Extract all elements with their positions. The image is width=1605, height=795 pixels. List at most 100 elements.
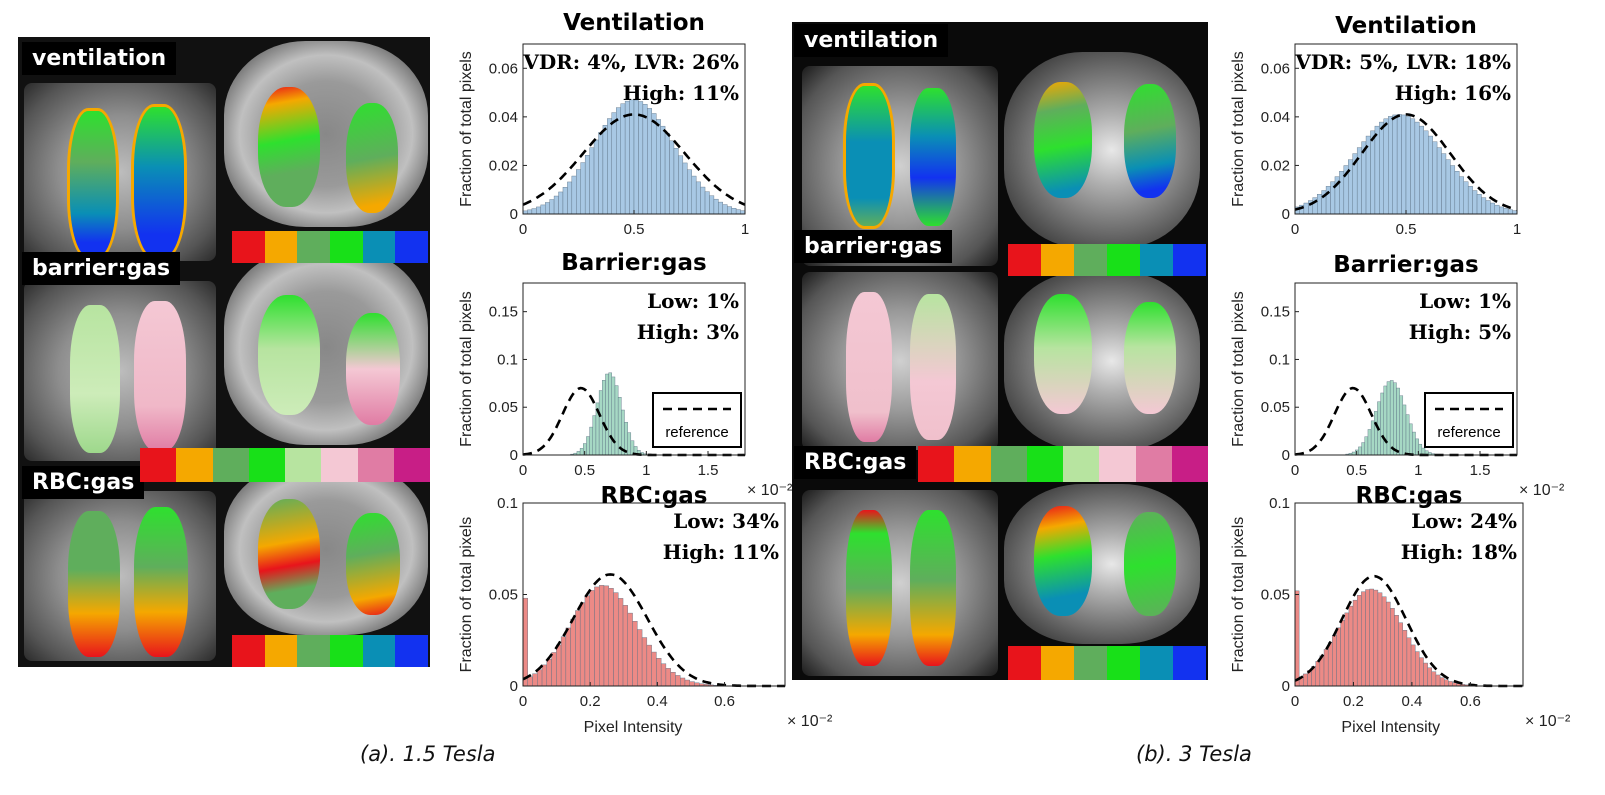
x-tick-label: 0.6 — [714, 693, 735, 710]
histogram-bar — [1361, 591, 1366, 687]
image-label-barrier-a: barrier:gas — [22, 252, 181, 285]
histogram-bar — [1348, 605, 1354, 687]
histogram-bar — [1399, 395, 1404, 456]
colorbar-swatch — [954, 446, 991, 482]
colorbar-swatch — [1099, 446, 1136, 482]
histogram-bar — [553, 195, 559, 215]
histogram-bar — [1392, 114, 1398, 215]
y-tick-label: 0 — [510, 206, 518, 223]
stat-annotation: VDR: 5%, LVR: 18% — [1294, 50, 1511, 74]
colorbar-swatch — [393, 448, 430, 482]
histogram-bar — [531, 208, 537, 215]
histogram-bar — [1386, 381, 1391, 456]
histogram-bar — [1485, 200, 1491, 215]
stat-annotation: Low: 34% — [673, 509, 779, 533]
colorbar-swatch — [297, 231, 331, 263]
x-exponent: × 10⁻² — [1519, 482, 1565, 499]
histogram-bar — [532, 673, 538, 687]
axial-lung-left-barrier-b — [1034, 294, 1092, 414]
histogram-bar — [624, 100, 630, 215]
histogram-bar — [537, 669, 543, 687]
histogram-bar — [660, 663, 667, 687]
histogram-bar — [1476, 194, 1482, 215]
colorbar-swatch — [264, 231, 298, 263]
plot-frame — [1294, 282, 1518, 456]
histogram-bar — [1427, 135, 1433, 215]
y-tick-label: 0.1 — [497, 495, 518, 512]
axial-lung-right-b — [1124, 84, 1176, 198]
histogram-bar — [632, 621, 638, 687]
caption-panel-b: (b). 3 Tesla — [1136, 742, 1252, 766]
histogram-bar — [1367, 429, 1372, 456]
x-tick-label: 0 — [519, 462, 527, 479]
histogram-bar — [1503, 208, 1509, 215]
histogram-bar — [1383, 118, 1389, 215]
histogram-bar — [1396, 114, 1402, 215]
colorbar-swatch — [1140, 646, 1173, 680]
image-label-ventilation-b: ventilation — [794, 24, 949, 57]
colorbar-swatch — [395, 231, 429, 263]
histogram-bar — [1365, 589, 1370, 687]
histogram-bar — [682, 162, 688, 215]
histogram-bar — [1512, 210, 1518, 215]
histogram-bar — [629, 99, 635, 215]
histogram-bar — [603, 585, 609, 687]
histogram-bar — [1327, 642, 1333, 687]
histogram-bar — [1436, 147, 1442, 215]
x-tick-label: 0 — [519, 221, 527, 238]
legend-box — [1424, 392, 1514, 448]
colorbar-swatch — [285, 448, 322, 482]
x-tick-label: 1 — [642, 462, 650, 479]
colorbar-swatch — [1041, 646, 1074, 680]
y-tick-label: 0.05 — [1261, 587, 1290, 604]
histogram-bar — [1454, 171, 1460, 215]
colorbar-6-ventilation-b — [1008, 244, 1206, 276]
histogram-bar — [622, 605, 629, 687]
stat-annotation: High: 16% — [1395, 81, 1511, 105]
histogram-bar — [575, 610, 581, 687]
chart-title: Barrier:gas — [1333, 252, 1478, 278]
colorbar-swatch — [1140, 244, 1173, 276]
x-tick-label: 0.5 — [624, 221, 645, 238]
histogram-bar — [576, 451, 581, 456]
histogram-bar — [1444, 679, 1449, 687]
chart-b-ventilation: 0 0.5 1 0 0.02 0.04 0.06 Ventilation VDR: 5%, LV… — [1230, 13, 1521, 238]
axial-lung-left — [258, 87, 320, 207]
axial-lung-right-barrier-b — [1124, 302, 1176, 414]
histogram-bar — [605, 373, 609, 456]
stat-annotation: Low: 1% — [1419, 289, 1511, 313]
coronal-lung-right-barrier — [134, 301, 186, 451]
histogram-bar — [1396, 387, 1400, 456]
chart-title: Ventilation — [1335, 13, 1477, 39]
axial-lung-left-rbc — [258, 499, 320, 609]
histogram-bar — [700, 186, 706, 215]
x-tick-label: 1.5 — [1470, 462, 1491, 479]
histogram-bar — [1389, 380, 1394, 456]
colorbar-6-rbc-b — [1008, 646, 1206, 680]
x-tick-label: 0.2 — [580, 693, 601, 710]
stat-annotation: Low: 24% — [1411, 509, 1517, 533]
histogram-bar — [673, 148, 679, 215]
plot-frame — [522, 282, 746, 456]
x-tick-label: 0.6 — [1460, 693, 1481, 710]
y-tick-label: 0.05 — [489, 399, 518, 416]
y-tick-label: 0.1 — [1269, 495, 1290, 512]
coronal-lung-left-rbc — [68, 511, 120, 657]
histogram-bar — [562, 187, 568, 215]
histogram-bar — [1448, 681, 1453, 687]
histogram-bar — [608, 588, 614, 687]
coronal-lung-right — [134, 107, 184, 257]
histogram-bar — [1481, 197, 1487, 215]
axial-lung-right-rbc — [346, 513, 400, 615]
axial-lung-right-barrier — [346, 313, 400, 425]
colorbar-6-rbc-a — [232, 635, 429, 667]
histogram-bar — [1435, 674, 1441, 687]
histogram-bar — [1373, 589, 1379, 687]
x-tick-label: 0.5 — [574, 462, 595, 479]
y-tick-label: 0.05 — [1261, 399, 1290, 416]
histogram-bar — [527, 676, 533, 687]
x-tick-label: 0 — [1291, 462, 1299, 479]
histogram-bar — [1463, 181, 1469, 215]
